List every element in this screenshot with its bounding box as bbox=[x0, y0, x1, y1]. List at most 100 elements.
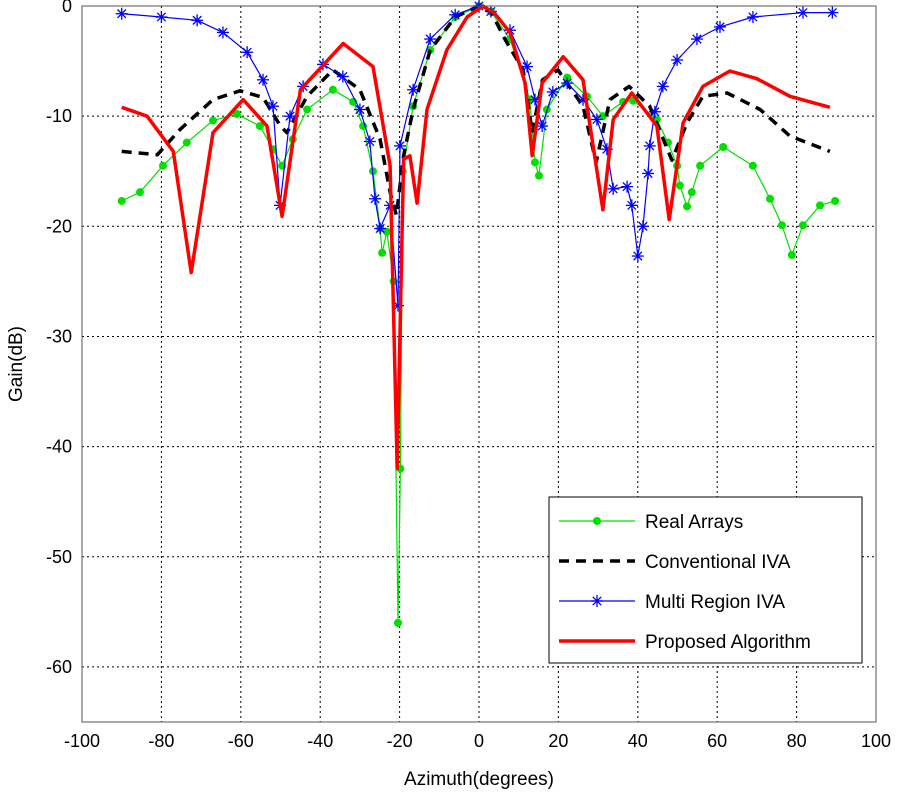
point-multi-region-iva bbox=[521, 60, 534, 73]
point-real-arrays bbox=[232, 109, 241, 118]
point-real-arrays bbox=[530, 158, 539, 167]
point-multi-region-iva bbox=[368, 192, 381, 205]
point-multi-region-iva bbox=[353, 103, 366, 116]
series-proposed-algorithm bbox=[121, 4, 831, 471]
x-tick-label: 80 bbox=[787, 731, 807, 751]
y-tick-label: -40 bbox=[46, 437, 72, 457]
point-real-arrays bbox=[158, 161, 167, 170]
point-multi-region-iva bbox=[625, 199, 638, 212]
y-tick-label: -10 bbox=[46, 106, 72, 126]
point-real-arrays bbox=[135, 188, 144, 197]
point-real-arrays bbox=[687, 188, 696, 197]
point-real-arrays bbox=[748, 161, 757, 170]
x-tick-label: 60 bbox=[707, 731, 727, 751]
x-tick-label: -100 bbox=[64, 731, 100, 751]
y-tick-label: -60 bbox=[46, 657, 72, 677]
point-real-arrays bbox=[255, 122, 264, 131]
tick-labels: -100 -80 -60 -40 -20 0 20 40 60 80 100 0 -10 -20 -30 -4… bbox=[46, 0, 891, 751]
x-tick-label: 20 bbox=[548, 731, 568, 751]
point-real-arrays bbox=[719, 142, 728, 151]
point-multi-region-iva bbox=[561, 77, 574, 90]
point-real-arrays bbox=[303, 105, 312, 114]
point-multi-region-iva bbox=[115, 7, 128, 20]
point-real-arrays bbox=[534, 171, 543, 180]
point-multi-region-iva bbox=[648, 105, 661, 118]
point-real-arrays bbox=[766, 194, 775, 203]
point-real-arrays bbox=[598, 112, 607, 121]
y-tick-label: 0 bbox=[62, 0, 72, 16]
point-multi-region-iva bbox=[746, 11, 759, 24]
legend-box bbox=[548, 496, 863, 664]
legend-label: Multi Region IVA bbox=[645, 592, 785, 613]
point-multi-region-iva bbox=[374, 222, 387, 235]
point-multi-region-iva bbox=[713, 20, 726, 33]
line-proposed-algorithm bbox=[121, 4, 831, 471]
x-axis-label: Azimuth(degrees) bbox=[404, 769, 554, 790]
x-tick-label: 100 bbox=[861, 731, 891, 751]
point-multi-region-iva bbox=[656, 80, 669, 93]
point-multi-region-iva bbox=[643, 139, 656, 152]
x-tick-label: 0 bbox=[474, 731, 484, 751]
point-multi-region-iva bbox=[671, 53, 684, 66]
x-tick-label: -80 bbox=[148, 731, 174, 751]
legend: Real Arrays Conventional IVA Multi Region … bbox=[548, 496, 863, 664]
x-tick-label: -20 bbox=[387, 731, 413, 751]
point-real-arrays bbox=[209, 116, 218, 125]
point-multi-region-iva bbox=[690, 33, 703, 46]
x-tick-label: -40 bbox=[307, 731, 333, 751]
point-real-arrays bbox=[696, 161, 705, 170]
point-multi-region-iva bbox=[546, 85, 559, 98]
point-multi-region-iva bbox=[393, 139, 406, 152]
point-multi-region-iva bbox=[155, 11, 168, 24]
point-multi-region-iva bbox=[621, 180, 634, 193]
point-multi-region-iva bbox=[590, 113, 603, 126]
legend-label: Real Arrays bbox=[645, 512, 743, 533]
point-multi-region-iva bbox=[336, 70, 349, 83]
point-real-arrays bbox=[328, 85, 337, 94]
x-tick-label: -60 bbox=[228, 731, 254, 751]
point-real-arrays bbox=[378, 248, 387, 257]
point-real-arrays bbox=[683, 202, 692, 211]
point-real-arrays bbox=[394, 618, 403, 627]
point-multi-region-iva bbox=[363, 135, 376, 148]
x-tick-label: 40 bbox=[628, 731, 648, 751]
point-multi-region-iva bbox=[826, 6, 839, 19]
plot-frame bbox=[81, 5, 877, 723]
point-real-arrays bbox=[382, 227, 391, 236]
point-real-arrays bbox=[831, 196, 840, 205]
point-multi-region-iva bbox=[191, 14, 204, 27]
point-multi-region-iva bbox=[257, 73, 270, 86]
line-conventional-iva bbox=[121, 4, 831, 218]
point-multi-region-iva bbox=[536, 120, 549, 133]
point-multi-region-iva bbox=[216, 26, 229, 39]
legend-marker bbox=[593, 517, 601, 525]
point-real-arrays bbox=[798, 221, 807, 230]
point-multi-region-iva bbox=[636, 220, 649, 233]
point-multi-region-iva bbox=[796, 6, 809, 19]
point-multi-region-iva bbox=[449, 8, 462, 21]
point-multi-region-iva bbox=[284, 110, 297, 123]
point-multi-region-iva bbox=[266, 100, 279, 113]
point-multi-region-iva bbox=[607, 182, 620, 195]
legend-item-real-arrays: Real Arrays bbox=[559, 512, 743, 533]
point-real-arrays bbox=[675, 181, 684, 190]
y-axis-label: Gain(dB) bbox=[6, 326, 27, 402]
legend-item-conventional-iva: Conventional IVA bbox=[559, 552, 791, 573]
point-multi-region-iva bbox=[241, 46, 254, 59]
y-tick-label: -30 bbox=[46, 326, 72, 346]
point-real-arrays bbox=[777, 221, 786, 230]
legend-label: Proposed Algorithm bbox=[645, 632, 811, 653]
point-multi-region-iva bbox=[642, 167, 655, 180]
y-tick-label: -20 bbox=[46, 216, 72, 236]
point-real-arrays bbox=[182, 138, 191, 147]
point-multi-region-iva bbox=[424, 33, 437, 46]
legend-marker bbox=[591, 595, 603, 607]
series-multi-region-iva bbox=[115, 0, 839, 312]
series-conventional-iva bbox=[121, 4, 831, 218]
point-real-arrays bbox=[816, 201, 825, 210]
point-multi-region-iva bbox=[631, 250, 644, 263]
legend-label: Conventional IVA bbox=[645, 552, 791, 573]
point-multi-region-iva bbox=[407, 83, 420, 96]
legend-item-multi-region-iva: Multi Region IVA bbox=[559, 592, 785, 613]
